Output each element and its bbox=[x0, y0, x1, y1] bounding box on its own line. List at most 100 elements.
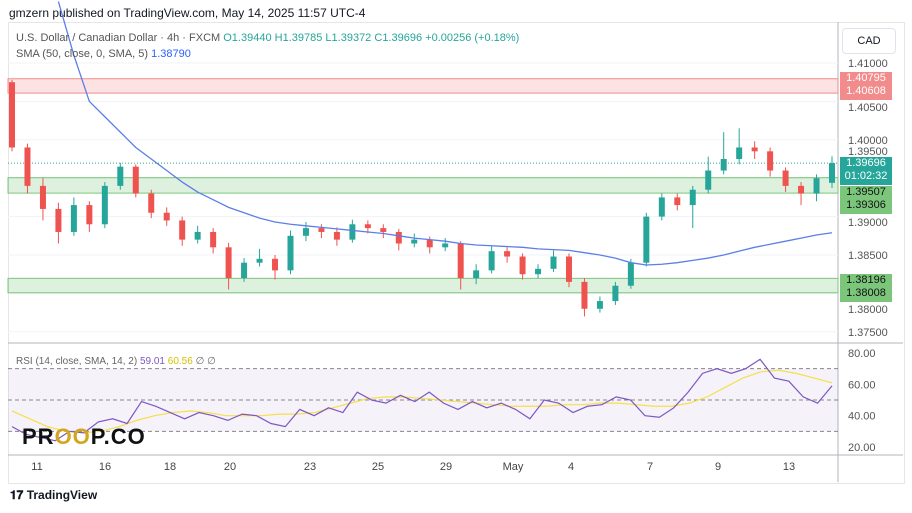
price-tick-label: 1.41000 bbox=[848, 58, 888, 70]
tradingview-footer[interactable]: 𝟏𝟕 TradingView bbox=[10, 488, 97, 503]
open-value: O1.39440 bbox=[223, 32, 272, 44]
candle-body bbox=[689, 189, 696, 206]
footer-brand: TradingView bbox=[26, 488, 98, 502]
candle-body bbox=[163, 212, 170, 221]
candle-body bbox=[55, 208, 62, 232]
candle-body bbox=[395, 231, 402, 244]
candle-body bbox=[349, 224, 356, 240]
candle-body bbox=[736, 147, 743, 159]
candle-body bbox=[488, 251, 495, 271]
time-tick-label: 23 bbox=[304, 461, 316, 473]
rsi-value: 59.01 bbox=[139, 356, 165, 367]
candle-body bbox=[411, 239, 418, 244]
rsi-legend: RSI (14, close, SMA, 14, 2) 59.01 60.56 … bbox=[16, 356, 216, 367]
candle-body bbox=[473, 270, 480, 279]
rsi-tick-label: 80.00 bbox=[848, 348, 876, 360]
support2-tag: 1.38196 1.38008 bbox=[840, 274, 892, 302]
candle-body bbox=[225, 247, 232, 279]
candle-body bbox=[70, 205, 77, 232]
candle-body bbox=[581, 281, 588, 309]
candle-body bbox=[333, 231, 340, 240]
rsi-tick-label: 60.00 bbox=[848, 379, 876, 391]
price-tick-label: 1.39000 bbox=[848, 217, 888, 229]
candle-body bbox=[705, 170, 712, 190]
currency-button[interactable]: CAD bbox=[842, 28, 896, 54]
candle-body bbox=[380, 228, 387, 232]
candle-body bbox=[101, 185, 108, 225]
sma-value: 1.38790 bbox=[151, 48, 191, 60]
resistance-bottom-label: 1.40608 bbox=[846, 85, 886, 97]
candle-body bbox=[813, 178, 820, 194]
support-zone bbox=[7, 277, 839, 294]
time-tick-label: 7 bbox=[647, 461, 653, 473]
rsi-tick-label: 40.00 bbox=[848, 411, 876, 423]
last-price-label: 1.39696 bbox=[846, 157, 886, 169]
candle-body bbox=[426, 239, 433, 248]
candle-body bbox=[457, 243, 464, 279]
time-tick-label: 4 bbox=[568, 461, 574, 473]
price-tick-label: 1.38000 bbox=[848, 304, 888, 316]
rsi-label[interactable]: RSI (14, close, SMA, 14, 2) bbox=[16, 356, 138, 367]
candle-body bbox=[179, 220, 186, 240]
candle-body bbox=[565, 256, 572, 282]
low-value: L1.39372 bbox=[325, 32, 372, 44]
price-tick-label: 1.40000 bbox=[848, 135, 888, 147]
candle-body bbox=[256, 258, 263, 263]
resistance-tag: 1.40795 1.40608 bbox=[840, 72, 892, 100]
last-price-tag: 1.39696 01:02:32 bbox=[840, 157, 892, 185]
resistance-zone bbox=[7, 78, 839, 94]
candle-body bbox=[643, 216, 650, 263]
time-tick-label: 29 bbox=[440, 461, 452, 473]
time-tick-label: 9 bbox=[715, 461, 721, 473]
price-tick-label: 1.38500 bbox=[848, 250, 888, 262]
candle-body bbox=[287, 235, 294, 271]
candle-body bbox=[442, 243, 449, 248]
candle-body bbox=[364, 224, 371, 229]
candle-body bbox=[39, 185, 46, 209]
candle-body bbox=[272, 258, 279, 271]
candle-body bbox=[596, 301, 603, 309]
support2-bottom-label: 1.38008 bbox=[846, 287, 886, 299]
countdown-label: 01:02:32 bbox=[844, 170, 888, 182]
candle-body bbox=[829, 163, 835, 183]
support2-top-label: 1.38196 bbox=[846, 274, 886, 286]
symbol-name[interactable]: U.S. Dollar / Canadian Dollar · 4h · FXC… bbox=[16, 32, 221, 44]
support1-top-label: 1.39507 bbox=[846, 186, 886, 198]
candle-body bbox=[148, 193, 155, 213]
close-value: C1.39696 bbox=[374, 32, 423, 44]
candle-body bbox=[24, 147, 31, 186]
candle-body bbox=[302, 228, 309, 236]
candle-body bbox=[194, 231, 201, 240]
candle-body bbox=[535, 268, 542, 275]
watermark-logo: PROOP.CO bbox=[22, 424, 146, 449]
candle-body bbox=[86, 205, 93, 225]
support-zone bbox=[7, 177, 839, 194]
time-tick-label: 20 bbox=[224, 461, 236, 473]
support1-tag: 1.39507 1.39306 bbox=[840, 186, 892, 214]
time-tick-label: May bbox=[503, 461, 524, 473]
sma-legend: SMA (50, close, 0, SMA, 5) 1.38790 bbox=[16, 48, 191, 60]
candle-body bbox=[798, 185, 805, 194]
sma-line bbox=[57, 1, 833, 266]
candle-body bbox=[241, 262, 248, 279]
time-tick-label: 18 bbox=[164, 461, 176, 473]
candle-body bbox=[782, 170, 789, 186]
price-tick-label: 1.37500 bbox=[848, 327, 888, 339]
candle-body bbox=[519, 256, 526, 275]
rsi-sma-line bbox=[11, 369, 833, 434]
candle-body bbox=[504, 251, 511, 257]
price-tick-label: 1.39500 bbox=[848, 146, 888, 158]
tradingview-logo-icon: 𝟏𝟕 bbox=[10, 488, 27, 502]
price-tick-label: 1.40500 bbox=[848, 102, 888, 114]
sma-label[interactable]: SMA (50, close, 0, SMA, 5) bbox=[16, 48, 149, 60]
rsi-line bbox=[11, 358, 833, 442]
time-tick-label: 16 bbox=[99, 461, 111, 473]
symbol-legend: U.S. Dollar / Canadian Dollar · 4h · FXC… bbox=[16, 32, 519, 44]
rsi-extra-2: ∅ bbox=[207, 356, 216, 367]
published-caption: gmzern published on TradingView.com, May… bbox=[9, 6, 366, 20]
candle-body bbox=[318, 228, 325, 232]
support1-bottom-label: 1.39306 bbox=[846, 199, 886, 211]
rsi-sma-value: 60.56 bbox=[167, 356, 193, 367]
candle-body bbox=[550, 256, 557, 269]
